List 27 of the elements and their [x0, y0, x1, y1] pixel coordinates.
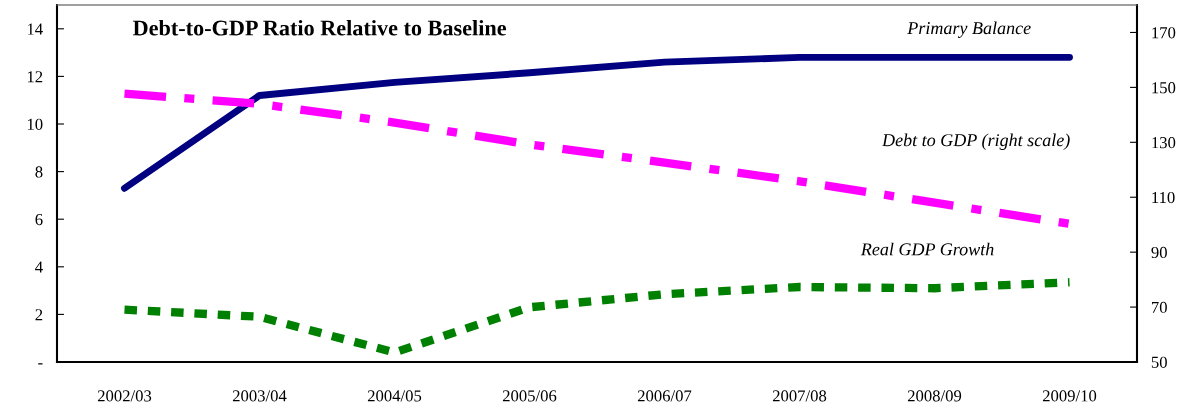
y2-tick-label: 150: [1152, 82, 1176, 94]
x-tick-label: 2002/03: [97, 390, 152, 402]
x-tick-label: 2006/07: [637, 390, 692, 402]
y-tick-label: -: [38, 363, 43, 365]
y2-tick-label: 50: [1151, 356, 1167, 368]
y-tick-label: 14: [27, 23, 43, 35]
y-tick-label: 6: [35, 213, 43, 226]
x-tick-label: 2007/08: [772, 390, 827, 402]
y-tick-label: 10: [27, 118, 43, 130]
x-tick-label: 2003/04: [232, 390, 287, 402]
y-tick-label: 12: [27, 71, 43, 83]
series-label: Primary Balance: [907, 21, 1031, 38]
y-tick-label: 2: [35, 309, 43, 321]
x-tick-label: 2009/10: [1042, 390, 1097, 402]
y2-tick-label: 90: [1151, 246, 1167, 259]
x-tick-label: 2005/06: [502, 390, 557, 402]
y2-tick-label: 130: [1152, 137, 1176, 149]
y-tick-label: 8: [35, 166, 43, 178]
x-tick-label: 2004/05: [367, 390, 422, 402]
series-label: Real GDP Growth: [860, 242, 994, 256]
text: Debt to GDP (right scale): [881, 133, 1070, 150]
y-tick-label: 4: [35, 261, 43, 273]
y2-tick-label: 110: [1152, 191, 1175, 204]
x-tick-label: 2008/09: [907, 390, 962, 402]
text: Debt-to-GDP Ratio Relative to Baseline: [132, 19, 507, 36]
y2-tick-label: 170: [1152, 27, 1176, 39]
y2-tick-label: 70: [1151, 301, 1167, 314]
